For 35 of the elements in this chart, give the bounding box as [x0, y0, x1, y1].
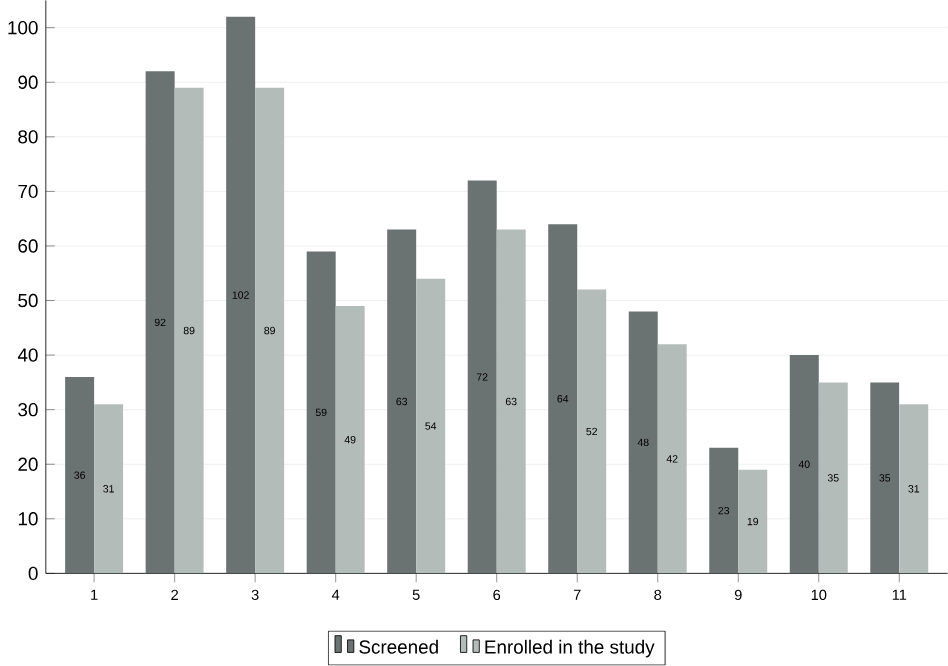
bar [709, 448, 739, 574]
bar [628, 311, 658, 574]
y-tick-label: 60 [18, 239, 38, 253]
legend-label: Screened [359, 640, 438, 654]
bar [416, 278, 446, 574]
bar [657, 344, 687, 574]
y-tick-label: 90 [18, 75, 38, 90]
bar [335, 306, 365, 574]
bar [577, 289, 607, 574]
bar [738, 469, 768, 574]
y-tick-label: 0 [28, 566, 38, 581]
bar [174, 88, 204, 574]
y-tick-label: 40 [17, 348, 38, 363]
bar [467, 180, 497, 574]
y-tick-label: 70 [18, 185, 38, 199]
bar [226, 17, 256, 574]
y-tick-label: 30 [18, 403, 38, 417]
bar [548, 224, 578, 574]
legend-label: Enrolled in the study [485, 640, 655, 658]
bar [387, 229, 417, 574]
bar [94, 404, 124, 574]
y-tick-label: 50 [18, 294, 38, 308]
bar [145, 71, 175, 574]
bar [255, 88, 285, 574]
y-tick-label: 100 [8, 21, 38, 35]
bar [496, 229, 526, 574]
y-tick-label: 10 [18, 512, 38, 526]
bar [870, 382, 900, 574]
bar [306, 251, 336, 574]
y-tick-label: 80 [18, 130, 38, 144]
bar [818, 382, 848, 574]
bar [789, 355, 819, 574]
bar [65, 377, 95, 574]
bar [899, 404, 929, 574]
y-tick-label: 20 [18, 457, 38, 472]
